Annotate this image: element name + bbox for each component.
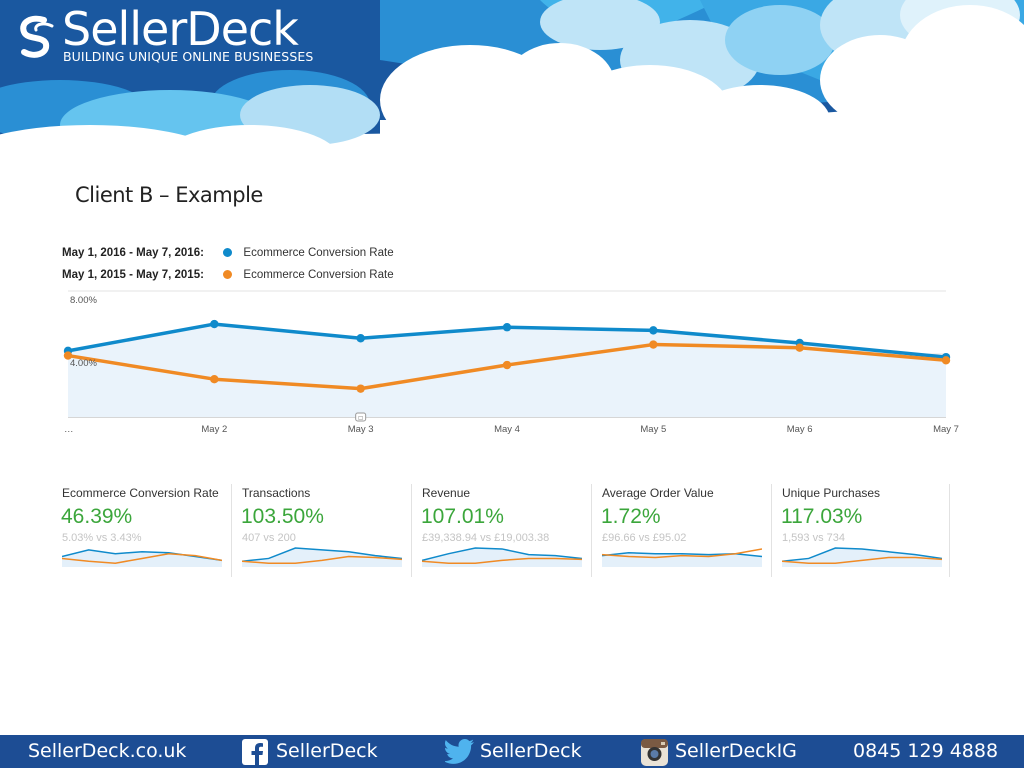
y-tick-label: 4.00% xyxy=(70,358,97,369)
instagram-icon[interactable] xyxy=(641,739,668,766)
kpi-sparkline xyxy=(422,547,582,567)
legend-row-current: May 1, 2016 - May 7, 2016: Ecommerce Con… xyxy=(62,247,394,259)
slide-title: Client B – Example xyxy=(75,183,263,207)
y-tick-label: 8.00% xyxy=(70,295,97,306)
sparkline-previous xyxy=(62,552,222,564)
x-tick-label: May 2 xyxy=(201,424,227,435)
legend-row-previous: May 1, 2015 - May 7, 2015: Ecommerce Con… xyxy=(62,269,394,281)
legend-range-current: May 1, 2016 - May 7, 2016: xyxy=(62,247,204,259)
sparkline-current xyxy=(242,547,402,563)
chart-area-fill xyxy=(68,324,946,417)
data-point-current[interactable] xyxy=(502,323,512,332)
sparkline-area xyxy=(242,548,402,567)
legend-range-previous: May 1, 2015 - May 7, 2015: xyxy=(62,269,204,281)
kpi-name: Revenue xyxy=(422,486,471,500)
footer-twitter-label[interactable]: SellerDeck xyxy=(480,740,582,762)
kpi-value: 46.39% xyxy=(61,505,133,528)
sparkline-previous xyxy=(242,555,402,564)
kpi-tile-conversion-rate[interactable]: Ecommerce Conversion Rate 46.39% 5.03% v… xyxy=(55,481,235,577)
kpi-value: 103.50% xyxy=(241,505,324,528)
data-point-previous[interactable] xyxy=(63,351,73,360)
kpi-compare: £96.66 vs £95.02 xyxy=(602,532,687,544)
kpi-tile-average-order-value[interactable]: Average Order Value 1.72% £96.66 vs £95.… xyxy=(595,481,775,577)
conversion-rate-chart: 8.00% 4.00% … May 2 May 3 May 4 May 5 May 6 May … xyxy=(63,290,959,435)
kpi-compare: 1,593 vs 734 xyxy=(782,532,845,544)
brand-name: SellerDeck xyxy=(62,2,299,56)
kpi-divider xyxy=(591,484,592,577)
data-point-previous[interactable] xyxy=(649,340,658,349)
x-tick-label: … xyxy=(64,424,74,435)
legend-metric-previous: Ecommerce Conversion Rate xyxy=(243,269,394,281)
annotation-marker[interactable] xyxy=(355,412,367,422)
kpi-value: 117.03% xyxy=(781,505,863,528)
footer-website-link[interactable]: SellerDeck.co.uk xyxy=(28,740,187,762)
footer-bar: SellerDeck.co.uk SellerDeck SellerDeck S… xyxy=(0,735,1024,768)
kpi-tile-revenue[interactable]: Revenue 107.01% £39,338.94 vs £19,003.38 xyxy=(415,481,595,577)
kpi-sparkline xyxy=(782,547,942,567)
kpi-tile-transactions[interactable]: Transactions 103.50% 407 vs 200 xyxy=(235,481,415,577)
kpi-name: Ecommerce Conversion Rate xyxy=(62,486,219,500)
data-point-previous[interactable] xyxy=(210,375,219,384)
kpi-value: 107.01% xyxy=(421,505,504,528)
series-area-current xyxy=(68,324,946,417)
twitter-icon[interactable] xyxy=(445,739,475,764)
sparkline-previous xyxy=(782,556,942,564)
x-tick-label: May 5 xyxy=(640,424,666,435)
x-tick-label: May 6 xyxy=(787,424,813,435)
kpi-tile-unique-purchases[interactable]: Unique Purchases 117.03% 1,593 vs 734 xyxy=(775,481,955,577)
sparkline-area xyxy=(422,548,582,567)
sparkline-current xyxy=(62,549,222,562)
footer-instagram-label[interactable]: SellerDeckIG xyxy=(675,740,797,762)
facebook-icon[interactable] xyxy=(242,739,268,765)
sparkline-current xyxy=(782,547,942,563)
kpi-divider xyxy=(949,484,950,577)
legend-dot-previous xyxy=(223,270,233,279)
kpi-divider xyxy=(231,484,232,577)
kpi-summary: Ecommerce Conversion Rate 46.39% 5.03% v… xyxy=(55,481,955,581)
kpi-compare: 407 vs 200 xyxy=(242,532,296,544)
data-point-current[interactable] xyxy=(356,334,365,343)
kpi-name: Unique Purchases xyxy=(782,486,881,500)
kpi-divider xyxy=(771,484,772,577)
x-tick-label: May 7 xyxy=(933,424,959,435)
footer-facebook-label[interactable]: SellerDeck xyxy=(276,740,378,762)
data-point-current[interactable] xyxy=(210,319,219,329)
sparkline-area xyxy=(782,548,942,567)
sellerdeck-logo-icon xyxy=(20,15,54,58)
x-tick-label: May 3 xyxy=(348,424,374,435)
chart-points xyxy=(63,319,951,393)
footer-phone[interactable]: 0845 129 4888 xyxy=(853,740,999,762)
data-point-previous[interactable] xyxy=(795,343,804,352)
cloud-banner xyxy=(0,0,1024,175)
kpi-sparkline xyxy=(62,549,222,567)
kpi-sparkline xyxy=(242,547,402,567)
brand-tagline: BUILDING UNIQUE ONLINE BUSINESSES xyxy=(63,49,314,64)
kpi-divider xyxy=(411,484,412,577)
kpi-compare: 5.03% vs 3.43% xyxy=(62,532,142,544)
sparkline-previous xyxy=(602,548,762,559)
data-point-previous[interactable] xyxy=(502,360,512,370)
chart-labels: 8.00% 4.00% … May 2 May 3 May 4 May 5 May 6 May … xyxy=(64,295,959,435)
kpi-name: Transactions xyxy=(242,486,311,500)
kpi-sparkline xyxy=(602,548,762,567)
legend-metric-current: Ecommerce Conversion Rate xyxy=(243,247,394,259)
data-point-previous[interactable] xyxy=(356,384,365,393)
kpi-compare: £39,338.94 vs £19,003.38 xyxy=(422,532,550,544)
x-tick-label: May 4 xyxy=(494,424,520,435)
data-point-previous[interactable] xyxy=(941,356,951,365)
kpi-value: 1.72% xyxy=(601,505,661,528)
kpi-name: Average Order Value xyxy=(602,486,714,500)
legend-dot-current xyxy=(223,248,233,257)
annotation-glyph: ◻ xyxy=(358,415,363,422)
sparkline-previous xyxy=(422,557,582,564)
header-banner: SellerDeck BUILDING UNIQUE ONLINE BUSINE… xyxy=(0,0,1024,175)
sparkline-current xyxy=(422,547,582,562)
data-point-current[interactable] xyxy=(649,326,658,335)
